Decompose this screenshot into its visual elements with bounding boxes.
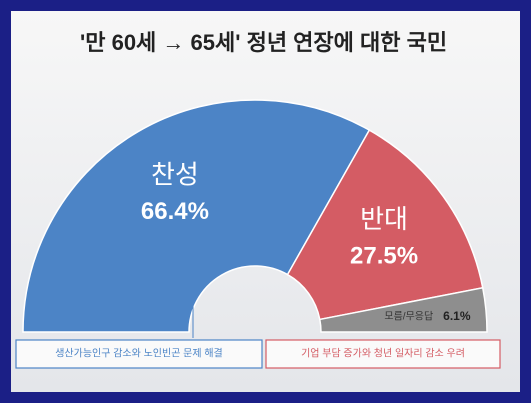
segment-name: 반대	[360, 204, 408, 234]
annotation: 기업 부담 증가와 청년 일자리 감소 우려	[301, 347, 465, 360]
segment-value: 66.4%	[141, 198, 209, 225]
segment-name: 찬성	[151, 160, 199, 190]
wedge	[318, 286, 488, 333]
segment-name: 모름/무응답	[384, 311, 433, 323]
plot: '만 60세 → 65세' 정년 연장에 대한 국민 찬성 66.4% 반대 27.5…	[15, 30, 501, 369]
segment-value: 6.1%	[443, 309, 471, 323]
annotation: 생산가능인구 감소와 노인빈곤 문제 해결	[55, 347, 223, 360]
wedge	[286, 129, 484, 321]
annotation-box	[15, 339, 263, 369]
annotation-box	[265, 339, 501, 369]
wedge	[22, 99, 371, 333]
chart-title: '만 60세 → 65세' 정년 연장에 대한 국민	[80, 30, 447, 55]
segment-value: 27.5%	[350, 242, 418, 269]
